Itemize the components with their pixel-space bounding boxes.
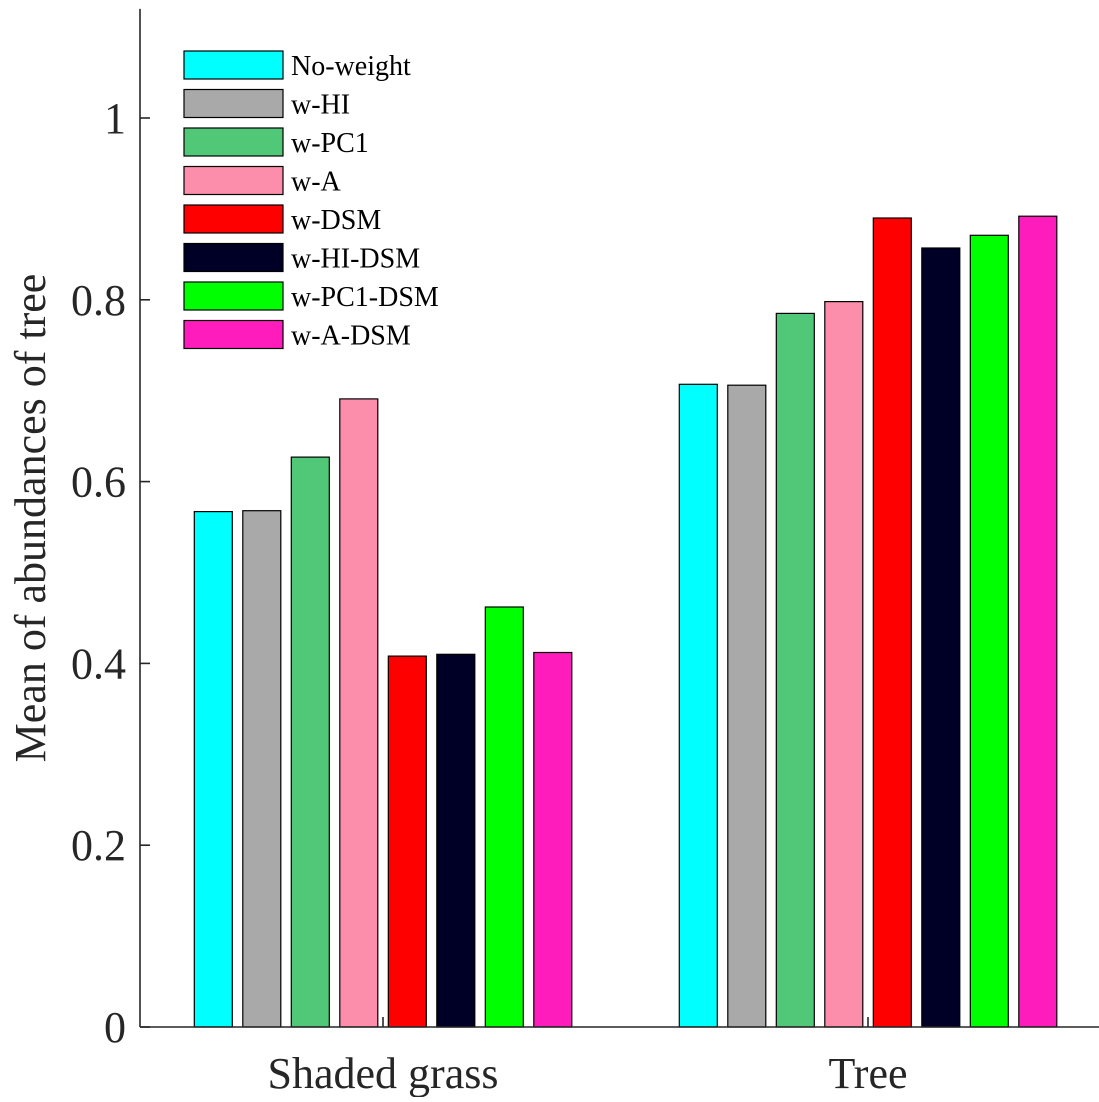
legend-label: w-HI-DSM [291,244,420,275]
axes-layer: 0 0.2 0.4 0.6 0.8 1 Shaded grass Tree Mean of ab… [6,8,1099,1098]
bar [484,606,524,1028]
bar [242,510,282,1028]
bar [678,383,718,1028]
legend-label: w-A-DSM [291,321,411,352]
legend-label: w-DSM [291,205,381,236]
bar [969,234,1009,1028]
bar [339,398,379,1028]
bar [193,511,233,1028]
bar [387,655,427,1028]
y-tick-label: 0.6 [71,458,126,507]
legend-swatch [183,127,284,157]
bar [824,301,864,1028]
legend: No-weight w-HI w-PC1 w-A w-DSM w-HI-DSM w-PC1-… [183,50,439,352]
y-axis-title: Mean of abundances of tree [6,274,55,763]
bar [872,217,912,1028]
bars-layer [193,215,1058,1028]
legend-label: w-A [291,167,342,198]
y-tick-label: 0 [104,1003,126,1052]
x-tick-label: Shaded grass [268,1049,499,1097]
y-tick-label: 0.8 [71,276,126,325]
bar [921,247,961,1028]
legend-label: w-HI [291,90,350,121]
bar [727,384,767,1028]
legend-swatch [183,281,284,311]
bar [290,456,330,1028]
legend-swatch [183,242,284,273]
legend-label: w-PC1 [291,128,369,159]
y-tick-label: 0.2 [71,821,126,870]
bar [436,653,476,1028]
bar [775,312,815,1028]
bar [1018,215,1058,1028]
y-tick-label: 0.4 [71,639,126,688]
legend-label: No-weight [291,51,411,82]
legend-swatch [183,319,284,350]
legend-swatch [183,88,284,119]
y-tick-label: 1 [104,94,126,143]
legend-swatch [183,50,284,80]
legend-swatch [183,165,284,196]
legend-label: w-PC1-DSM [291,282,439,313]
x-tick-label: Tree [828,1049,907,1097]
bar [533,651,573,1028]
legend-swatch [183,204,284,234]
